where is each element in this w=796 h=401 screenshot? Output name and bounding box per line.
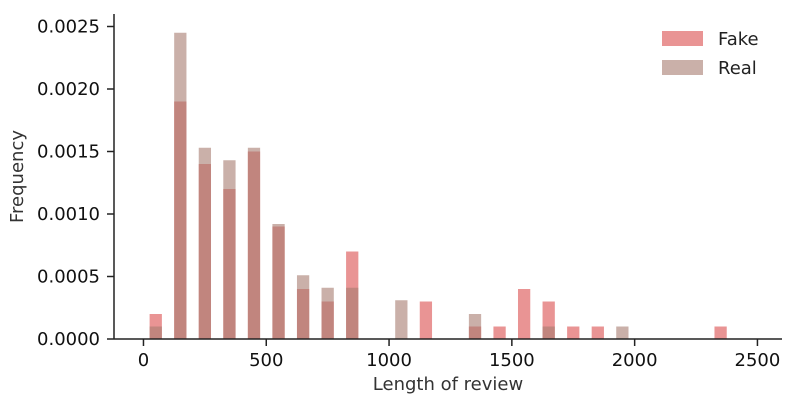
real-bar — [395, 300, 408, 339]
legend-swatch-real — [662, 60, 703, 75]
x-tick-label: 1000 — [366, 350, 412, 371]
real-bar — [247, 147, 261, 339]
fake-bar — [714, 326, 727, 339]
real-bar — [616, 326, 629, 339]
y-tick-label: 0.0010 — [37, 204, 100, 225]
bars-layer — [149, 32, 727, 339]
real-bar — [468, 314, 482, 339]
real-bar — [272, 224, 285, 339]
y-tick-label: 0.0025 — [37, 17, 100, 38]
real-bar — [198, 147, 212, 339]
real-bar — [174, 32, 187, 339]
fake-bar — [517, 289, 531, 339]
x-tick-label: 500 — [249, 350, 283, 371]
real-bar — [296, 275, 310, 339]
real-bar — [321, 287, 334, 339]
y-axis-ticks: 0.0000 0.0005 0.0010 0.0015 0.0020 0.0025 — [37, 17, 114, 350]
x-tick-label: 2000 — [612, 350, 658, 371]
fake-bar — [591, 326, 604, 339]
x-tick-label: 0 — [138, 350, 149, 371]
y-tick-label: 0.0000 — [37, 329, 100, 350]
x-tick-label: 2500 — [735, 350, 781, 371]
x-axis-title: Length of review — [373, 374, 523, 395]
real-bar — [223, 160, 236, 339]
y-axis-title: Frequency — [7, 130, 28, 223]
fake-bar — [419, 301, 433, 339]
real-bar — [542, 326, 555, 339]
fake-bar — [493, 326, 506, 339]
legend: Fake Real — [662, 29, 759, 79]
real-bar — [149, 326, 162, 339]
legend-label-fake: Fake — [718, 29, 759, 50]
legend-swatch-fake — [662, 31, 703, 46]
y-tick-label: 0.0005 — [37, 267, 100, 288]
fake-bar — [567, 326, 580, 339]
y-tick-label: 0.0020 — [37, 79, 100, 100]
y-tick-label: 0.0015 — [37, 142, 100, 163]
x-axis-ticks: 0 500 1000 1500 2000 2500 — [138, 339, 781, 371]
real-bar — [346, 287, 359, 339]
x-tick-label: 1500 — [489, 350, 535, 371]
legend-label-real: Real — [718, 58, 757, 79]
